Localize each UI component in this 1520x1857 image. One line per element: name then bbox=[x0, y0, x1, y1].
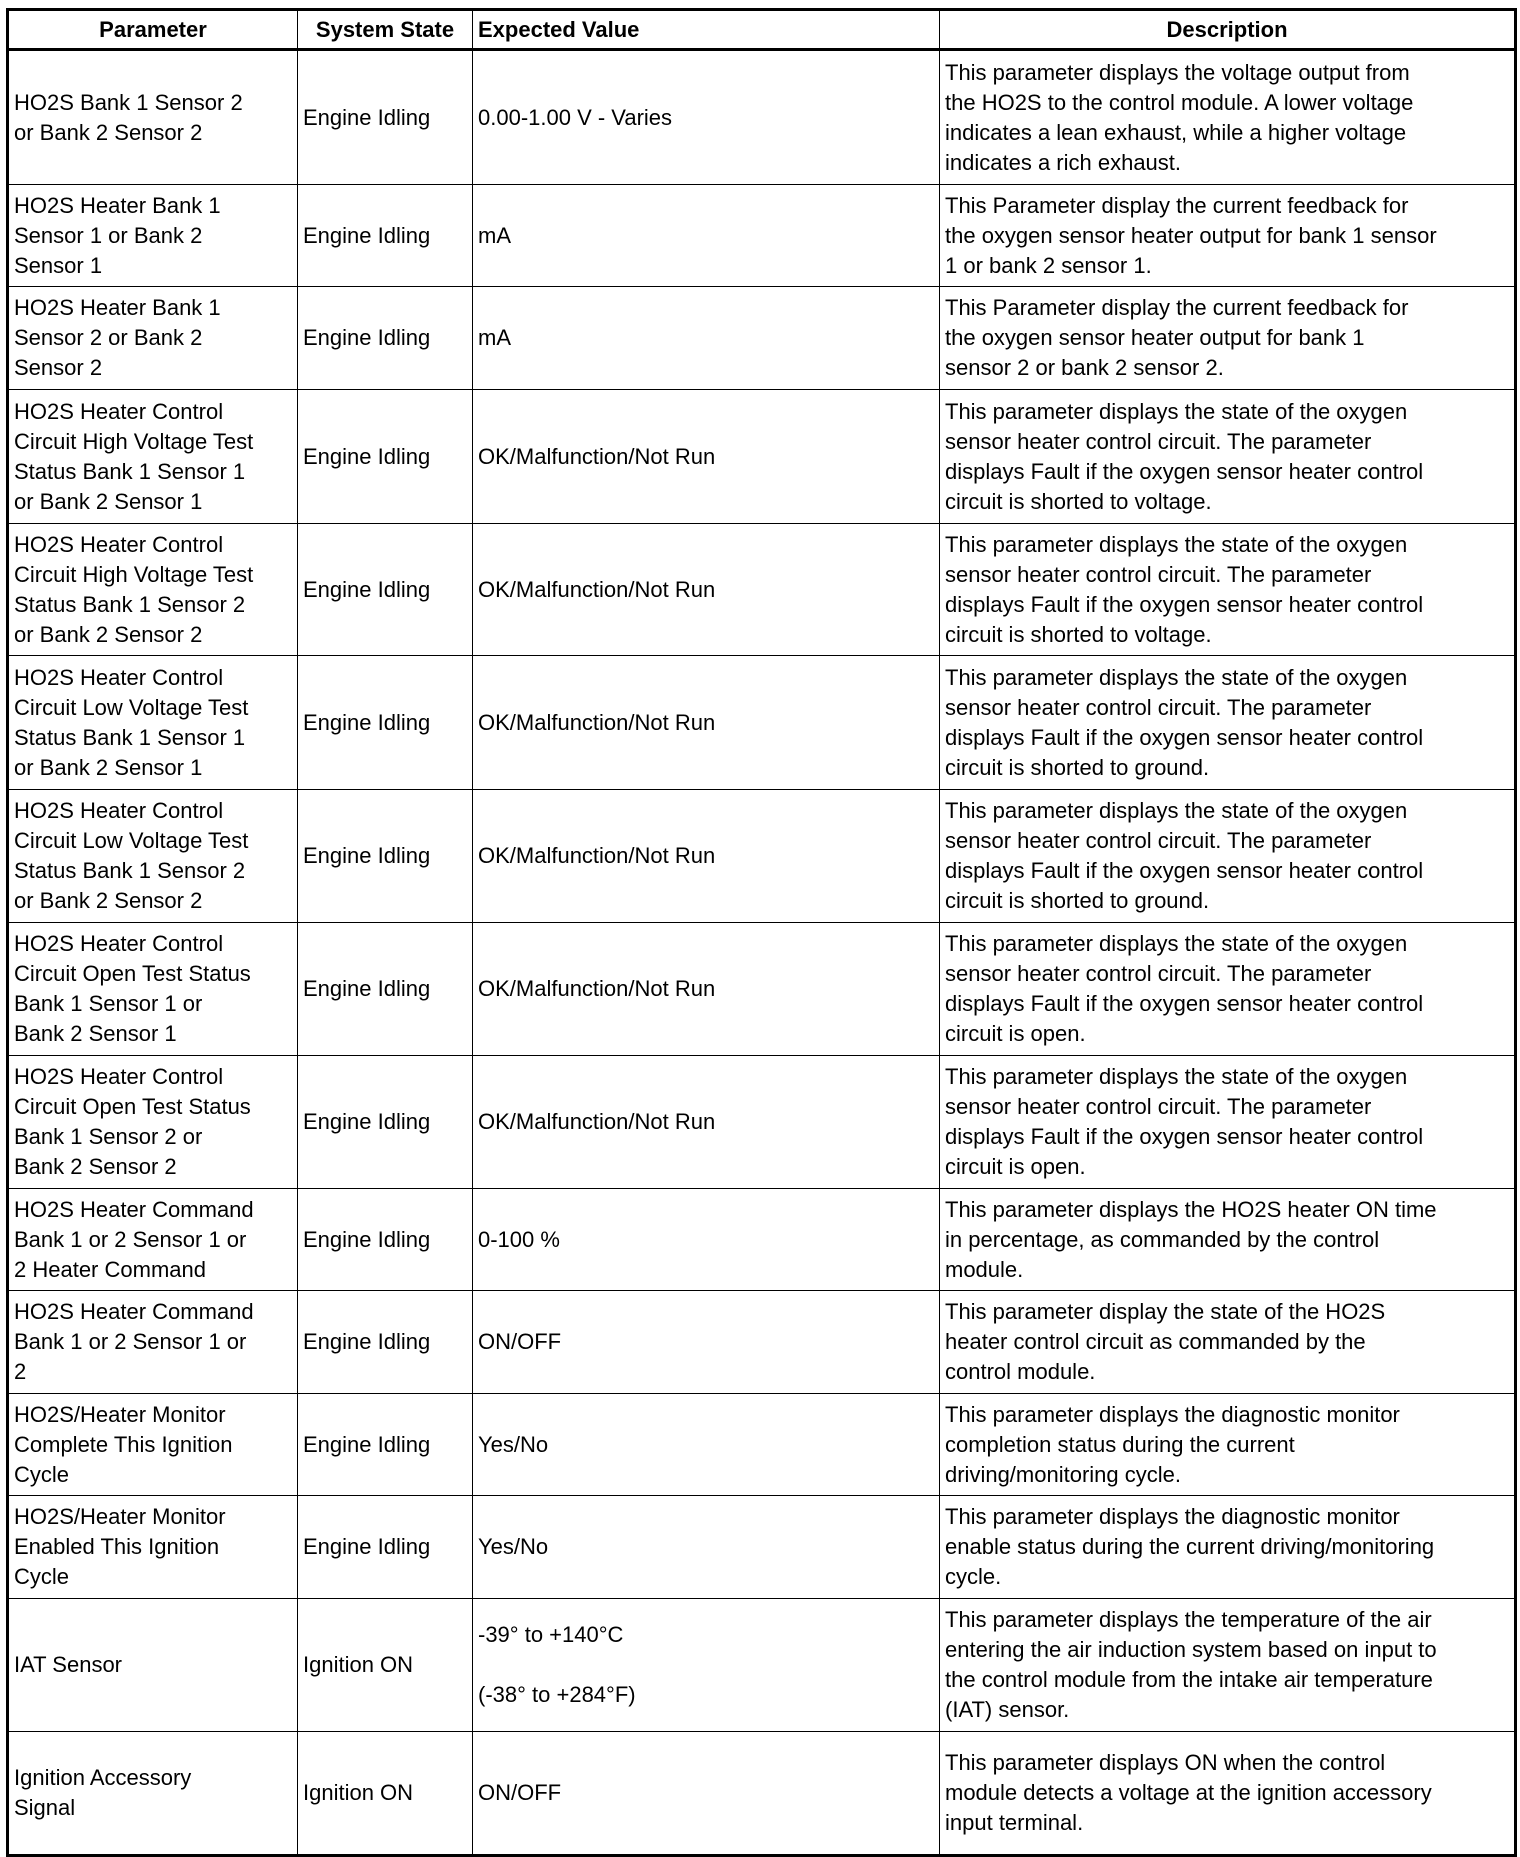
cell-expected-value: 0-100 % bbox=[472, 1188, 940, 1291]
cell-description: This parameter displays the state of the… bbox=[939, 655, 1516, 790]
parameter-table: Parameter System State Expected Value De… bbox=[6, 8, 1517, 1857]
cell-system-state: Engine Idling bbox=[297, 1393, 473, 1496]
cell-parameter: HO2S Heater Control Circuit Open Test St… bbox=[7, 1055, 298, 1189]
cell-description: This parameter displays the HO2S heater … bbox=[939, 1188, 1516, 1291]
cell-description: This Parameter display the current feedb… bbox=[939, 184, 1516, 287]
cell-description: This parameter displays the state of the… bbox=[939, 1055, 1516, 1189]
cell-system-state: Engine Idling bbox=[297, 49, 473, 185]
cell-parameter: HO2S Heater Control Circuit High Voltage… bbox=[7, 523, 298, 656]
table-row: HO2S Heater Command Bank 1 or 2 Sensor 1… bbox=[7, 1188, 1516, 1291]
table-row: HO2S Heater Command Bank 1 or 2 Sensor 1… bbox=[7, 1290, 1516, 1394]
cell-description: This parameter displays the state of the… bbox=[939, 922, 1516, 1056]
cell-parameter: HO2S Heater Control Circuit Low Voltage … bbox=[7, 789, 298, 923]
cell-description: This parameter displays the voltage outp… bbox=[939, 49, 1516, 185]
cell-description: This parameter display the state of the … bbox=[939, 1290, 1516, 1394]
table-row: HO2S Heater Control Circuit Open Test St… bbox=[7, 922, 1516, 1056]
table-row: HO2S/Heater Monitor Enabled This Ignitio… bbox=[7, 1495, 1516, 1599]
cell-expected-value: Yes/No bbox=[472, 1393, 940, 1496]
cell-expected-value: OK/Malfunction/Not Run bbox=[472, 922, 940, 1056]
cell-parameter: HO2S Heater Control Circuit High Voltage… bbox=[7, 389, 298, 524]
cell-expected-value: 0.00-1.00 V - Varies bbox=[472, 49, 940, 185]
cell-parameter: HO2S/Heater Monitor Complete This Igniti… bbox=[7, 1393, 298, 1496]
cell-system-state: Engine Idling bbox=[297, 922, 473, 1056]
cell-description: This parameter displays ON when the cont… bbox=[939, 1731, 1516, 1856]
table-row: HO2S Heater Bank 1 Sensor 1 or Bank 2 Se… bbox=[7, 184, 1516, 287]
cell-expected-value: OK/Malfunction/Not Run bbox=[472, 523, 940, 656]
header-description: Description bbox=[939, 9, 1516, 51]
cell-system-state: Engine Idling bbox=[297, 789, 473, 923]
cell-expected-value: mA bbox=[472, 184, 940, 287]
cell-system-state: Engine Idling bbox=[297, 523, 473, 656]
cell-parameter: HO2S Heater Bank 1 Sensor 1 or Bank 2 Se… bbox=[7, 184, 298, 287]
cell-parameter: HO2S Bank 1 Sensor 2 or Bank 2 Sensor 2 bbox=[7, 49, 298, 185]
cell-parameter: IAT Sensor bbox=[7, 1598, 298, 1732]
cell-description: This parameter displays the state of the… bbox=[939, 523, 1516, 656]
table-row: HO2S Heater Control Circuit High Voltage… bbox=[7, 389, 1516, 524]
cell-system-state: Ignition ON bbox=[297, 1598, 473, 1732]
cell-system-state: Engine Idling bbox=[297, 1055, 473, 1189]
cell-system-state: Engine Idling bbox=[297, 1290, 473, 1394]
cell-system-state: Engine Idling bbox=[297, 286, 473, 390]
cell-expected-value: OK/Malfunction/Not Run bbox=[472, 789, 940, 923]
table-row: HO2S Heater Bank 1 Sensor 2 or Bank 2 Se… bbox=[7, 286, 1516, 390]
cell-description: This parameter displays the diagnostic m… bbox=[939, 1495, 1516, 1599]
cell-system-state: Engine Idling bbox=[297, 389, 473, 524]
table-row: HO2S Heater Control Circuit High Voltage… bbox=[7, 523, 1516, 656]
cell-expected-value: mA bbox=[472, 286, 940, 390]
table-row: HO2S/Heater Monitor Complete This Igniti… bbox=[7, 1393, 1516, 1496]
cell-expected-value: OK/Malfunction/Not Run bbox=[472, 389, 940, 524]
cell-description: This parameter displays the temperature … bbox=[939, 1598, 1516, 1732]
cell-system-state: Engine Idling bbox=[297, 1495, 473, 1599]
cell-description: This parameter displays the state of the… bbox=[939, 389, 1516, 524]
header-system-state: System State bbox=[297, 9, 473, 51]
cell-parameter: HO2S Heater Command Bank 1 or 2 Sensor 1… bbox=[7, 1290, 298, 1394]
cell-expected-value: ON/OFF bbox=[472, 1731, 940, 1856]
table-row: Ignition Accessory Signal Ignition ON ON/O… bbox=[7, 1731, 1516, 1856]
cell-description: This parameter displays the diagnostic m… bbox=[939, 1393, 1516, 1496]
cell-parameter: HO2S Heater Control Circuit Open Test St… bbox=[7, 922, 298, 1056]
cell-parameter: Ignition Accessory Signal bbox=[7, 1731, 298, 1856]
cell-parameter: HO2S Heater Command Bank 1 or 2 Sensor 1… bbox=[7, 1188, 298, 1291]
cell-expected-value: Yes/No bbox=[472, 1495, 940, 1599]
table-row: HO2S Heater Control Circuit Open Test St… bbox=[7, 1055, 1516, 1189]
cell-expected-value: OK/Malfunction/Not Run bbox=[472, 1055, 940, 1189]
cell-system-state: Engine Idling bbox=[297, 1188, 473, 1291]
header-parameter: Parameter bbox=[7, 9, 298, 51]
cell-expected-value: OK/Malfunction/Not Run bbox=[472, 655, 940, 790]
cell-system-state: Engine Idling bbox=[297, 655, 473, 790]
header-expected-value: Expected Value bbox=[472, 9, 940, 51]
cell-description: This Parameter display the current feedb… bbox=[939, 286, 1516, 390]
header-row: Parameter System State Expected Value De… bbox=[7, 9, 1516, 51]
cell-system-state: Ignition ON bbox=[297, 1731, 473, 1856]
table-row: HO2S Heater Control Circuit Low Voltage … bbox=[7, 655, 1516, 790]
cell-expected-value: -39° to +140°C (-38° to +284°F) bbox=[472, 1598, 940, 1732]
cell-system-state: Engine Idling bbox=[297, 184, 473, 287]
cell-parameter: HO2S Heater Bank 1 Sensor 2 or Bank 2 Se… bbox=[7, 286, 298, 390]
cell-description: This parameter displays the state of the… bbox=[939, 789, 1516, 923]
table-row: IAT Sensor Ignition ON -39° to +140°C (-38… bbox=[7, 1598, 1516, 1732]
cell-parameter: HO2S/Heater Monitor Enabled This Ignitio… bbox=[7, 1495, 298, 1599]
cell-parameter: HO2S Heater Control Circuit Low Voltage … bbox=[7, 655, 298, 790]
table-row: HO2S Heater Control Circuit Low Voltage … bbox=[7, 789, 1516, 923]
cell-expected-value: ON/OFF bbox=[472, 1290, 940, 1394]
